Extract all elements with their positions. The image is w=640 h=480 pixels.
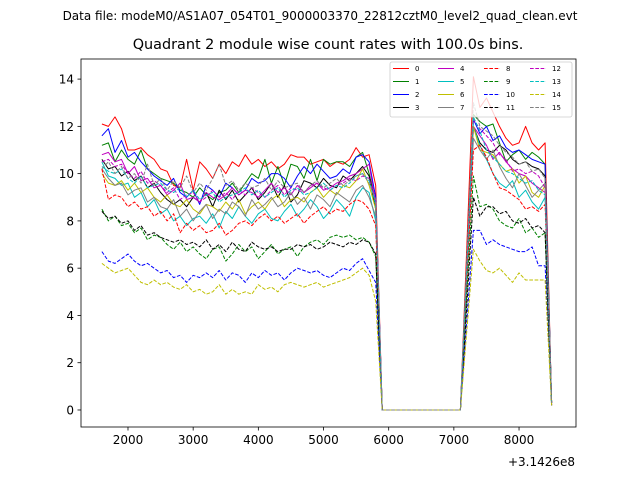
x-tick-label: 8000 — [504, 433, 535, 447]
legend-label: 4 — [460, 65, 465, 73]
legend-label: 14 — [552, 91, 561, 99]
legend-entry-6: 6 — [438, 91, 465, 99]
series-line-14 — [101, 248, 553, 411]
legend-entry-12: 12 — [530, 65, 561, 73]
series-line-6 — [101, 125, 553, 411]
legend-label: 0 — [415, 65, 419, 73]
legend-entry-0: 0 — [393, 65, 419, 73]
x-offset-text: +3.1426e8 — [508, 455, 575, 469]
y-tick-label: 14 — [59, 73, 74, 87]
legend-entry-8: 8 — [484, 65, 510, 73]
series-lines — [101, 76, 553, 411]
legend-entry-15: 15 — [530, 104, 561, 112]
legend-entry-14: 14 — [530, 91, 561, 99]
series-line-11 — [101, 196, 553, 411]
legend-label: 8 — [506, 65, 510, 73]
legend-entry-4: 4 — [438, 65, 465, 73]
legend-entry-2: 2 — [393, 91, 419, 99]
legend-label: 6 — [460, 91, 465, 99]
legend-entry-7: 7 — [438, 104, 464, 112]
y-tick-label: 10 — [59, 167, 74, 181]
legend-entry-13: 13 — [530, 78, 561, 86]
x-tick-label: 6000 — [373, 433, 404, 447]
legend-box — [389, 61, 573, 118]
legend-label: 11 — [506, 104, 515, 112]
legend-entry-5: 5 — [438, 78, 464, 86]
x-tick-label: 4000 — [243, 433, 274, 447]
legend-label: 13 — [552, 78, 561, 86]
legend-label: 10 — [506, 91, 515, 99]
y-tick-label: 8 — [66, 214, 74, 228]
y-tick-label: 0 — [66, 403, 74, 417]
series-line-2 — [101, 118, 553, 411]
legend-label: 9 — [506, 78, 510, 86]
x-tick-label: 7000 — [439, 433, 470, 447]
x-tick-label: 3000 — [178, 433, 209, 447]
x-tick-label: 5000 — [308, 433, 339, 447]
plot-frame — [80, 58, 577, 428]
legend-label: 5 — [460, 78, 464, 86]
y-tick-label: 2 — [66, 356, 74, 370]
legend-entry-9: 9 — [484, 78, 510, 86]
series-line-8 — [101, 144, 553, 411]
legend-label: 15 — [552, 104, 561, 112]
legend-entry-3: 3 — [393, 104, 419, 112]
chart-title: Quadrant 2 module wise count rates with … — [133, 37, 524, 53]
legend-label: 1 — [415, 78, 419, 86]
legend-entry-11: 11 — [484, 104, 515, 112]
legend-entry-10: 10 — [484, 91, 515, 99]
legend-label: 2 — [415, 91, 419, 99]
series-line-7 — [101, 137, 553, 411]
series-line-13 — [101, 116, 553, 411]
series-line-10 — [101, 229, 553, 411]
legend-label: 7 — [460, 104, 464, 112]
series-line-5 — [101, 125, 553, 411]
y-tick-label: 4 — [66, 309, 74, 323]
legend-label: 12 — [552, 65, 561, 73]
y-tick-label: 12 — [59, 120, 74, 134]
chart-suptitle: Data file: modeM0/AS1A07_054T01_90000033… — [63, 9, 578, 23]
series-line-9 — [101, 175, 553, 411]
y-tick-label: 6 — [66, 262, 74, 276]
x-tick-label: 2000 — [113, 433, 144, 447]
legend-entry-1: 1 — [393, 78, 419, 86]
legend-label: 3 — [415, 104, 419, 112]
